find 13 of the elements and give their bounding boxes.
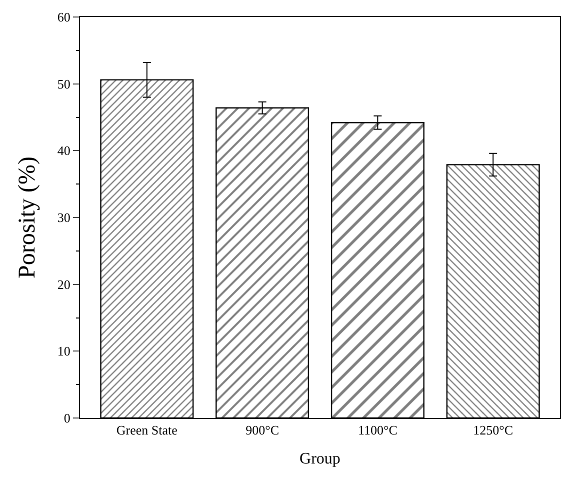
x-tick-label: Green State [116, 422, 178, 438]
y-tick-label: 60 [57, 10, 70, 25]
y-axis-title: Porosity (%) [14, 156, 40, 278]
y-tick-label: 40 [57, 143, 70, 158]
y-tick-label: 30 [57, 210, 70, 226]
x-tick-label: 1100°C [358, 422, 398, 438]
y-tick-label: 10 [57, 344, 70, 359]
x-tick-label: 900°C [246, 422, 279, 438]
y-tick-label: 0 [64, 410, 70, 426]
x-axis-title: Group [300, 450, 340, 468]
y-tick-label: 50 [57, 76, 70, 92]
x-tick-label: 1250°C [473, 422, 514, 438]
y-tick-label: 20 [57, 276, 70, 292]
